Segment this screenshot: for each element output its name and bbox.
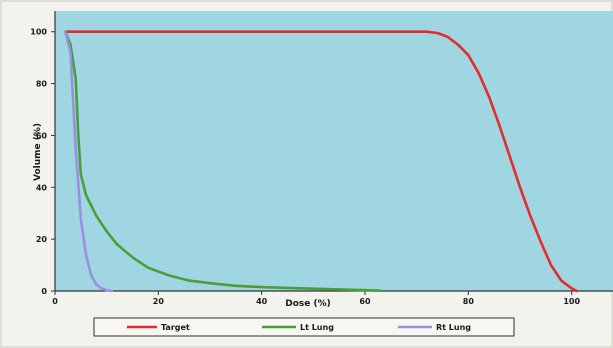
plot-area xyxy=(55,11,613,291)
x-tick-label: 40 xyxy=(256,297,268,306)
y-axis-ticks: 0 20 40 60 80 100 xyxy=(30,28,55,296)
y-tick-label: 80 xyxy=(36,80,48,89)
legend-box xyxy=(93,317,515,337)
y-tick-label: 100 xyxy=(30,28,47,37)
series-layer xyxy=(64,30,579,293)
x-axis-ticks: 0 20 40 60 80 100 xyxy=(52,291,580,306)
legend-item-rt-lung: Rt Lung xyxy=(398,323,471,332)
x-tick-label: 60 xyxy=(359,297,371,306)
legend-label-rt-lung: Rt Lung xyxy=(436,323,471,332)
legend-label-target: Target xyxy=(161,323,190,332)
y-tick-label: 60 xyxy=(36,131,48,140)
x-tick-label: 20 xyxy=(153,297,165,306)
x-tick-label: 80 xyxy=(463,297,475,306)
legend-item-lt-lung: Lt Lung xyxy=(262,323,334,332)
legend-item-target: Target xyxy=(127,323,190,332)
legend-label-lt-lung: Lt Lung xyxy=(300,323,334,332)
series-line-target xyxy=(64,30,579,293)
y-axis-title: Volume (%) xyxy=(33,123,43,181)
y-tick-label: 0 xyxy=(41,287,47,296)
x-tick-label: 100 xyxy=(563,297,580,306)
y-tick-label: 20 xyxy=(36,235,48,244)
series-line-lt-lung xyxy=(64,30,382,293)
y-tick-label: 40 xyxy=(36,183,48,192)
x-axis-title: Dose (%) xyxy=(285,299,331,309)
x-tick-label: 0 xyxy=(52,297,58,306)
series-line-rt-lung xyxy=(64,30,114,293)
legend: Target Lt Lung Rt Lung xyxy=(93,317,515,337)
